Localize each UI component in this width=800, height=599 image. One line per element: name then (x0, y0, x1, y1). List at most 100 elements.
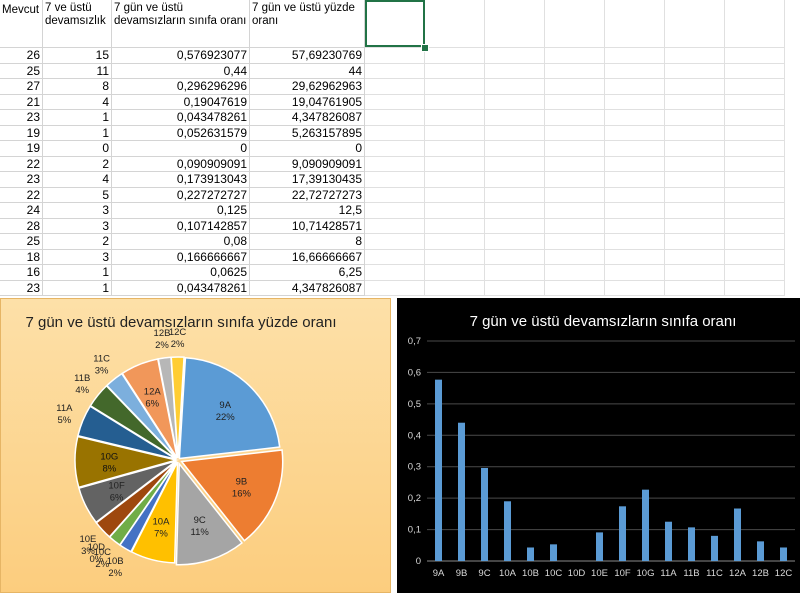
empty-cell[interactable] (485, 218, 545, 234)
table-cell[interactable]: 57,69230769 (250, 48, 365, 64)
empty-cell[interactable] (605, 141, 665, 157)
empty-cell[interactable] (605, 110, 665, 126)
empty-cell[interactable] (545, 187, 605, 203)
empty-cell[interactable] (425, 141, 485, 157)
empty-cell[interactable] (605, 203, 665, 219)
bar-10a[interactable] (504, 501, 511, 561)
empty-cell[interactable] (365, 156, 425, 172)
selected-cell[interactable] (365, 0, 425, 47)
empty-cell[interactable] (725, 0, 785, 48)
empty-cell[interactable] (665, 234, 725, 250)
table-cell[interactable]: 0 (112, 141, 250, 157)
empty-cell[interactable] (605, 63, 665, 79)
empty-cell[interactable] (365, 110, 425, 126)
header-cell[interactable]: Mevcut (0, 0, 43, 48)
empty-cell[interactable] (545, 234, 605, 250)
table-cell[interactable]: 24 (0, 203, 43, 219)
empty-cell[interactable] (425, 280, 485, 296)
table-cell[interactable]: 5,263157895 (250, 125, 365, 141)
empty-cell[interactable] (485, 203, 545, 219)
empty-cell[interactable] (665, 94, 725, 110)
table-cell[interactable]: 0,052631579 (112, 125, 250, 141)
empty-cell[interactable] (665, 280, 725, 296)
empty-cell[interactable] (485, 156, 545, 172)
empty-cell[interactable] (425, 234, 485, 250)
empty-cell[interactable] (485, 280, 545, 296)
table-cell[interactable]: 17,39130435 (250, 172, 365, 188)
empty-cell[interactable] (485, 249, 545, 265)
empty-cell[interactable] (665, 141, 725, 157)
empty-cell[interactable] (425, 0, 485, 48)
table-cell[interactable]: 26 (0, 48, 43, 64)
table-cell[interactable]: 1 (43, 280, 112, 296)
header-cell[interactable]: 7 ve üstü devamsızlık (43, 0, 112, 48)
table-cell[interactable]: 2 (43, 234, 112, 250)
table-cell[interactable]: 8 (43, 79, 112, 95)
table-cell[interactable]: 0 (250, 141, 365, 157)
bar-9c[interactable] (481, 467, 488, 561)
table-cell[interactable]: 0,0625 (112, 265, 250, 281)
table-cell[interactable]: 3 (43, 218, 112, 234)
table-cell[interactable]: 27 (0, 79, 43, 95)
bar-10e[interactable] (596, 532, 603, 561)
empty-cell[interactable] (545, 110, 605, 126)
bar-12c[interactable] (780, 547, 787, 561)
pie-slice-12c[interactable] (170, 356, 185, 459)
table-cell[interactable]: 18 (0, 249, 43, 265)
empty-cell[interactable] (545, 125, 605, 141)
pie-slice-9b[interactable] (180, 449, 284, 542)
empty-cell[interactable] (545, 280, 605, 296)
pie-chart-panel[interactable]: 7 gün ve üstü devamsızların sınıfa yüzde… (0, 298, 391, 593)
table-cell[interactable]: 4 (43, 94, 112, 110)
empty-cell[interactable] (485, 63, 545, 79)
pie-slice-10g[interactable] (74, 435, 179, 489)
bar-9b[interactable] (458, 422, 465, 561)
table-cell[interactable]: 4,347826087 (250, 280, 365, 296)
table-cell[interactable]: 12,5 (250, 203, 365, 219)
empty-cell[interactable] (425, 249, 485, 265)
empty-cell[interactable] (485, 141, 545, 157)
table-cell[interactable]: 19 (0, 125, 43, 141)
empty-cell[interactable] (365, 234, 425, 250)
table-cell[interactable]: 23 (0, 110, 43, 126)
empty-cell[interactable] (425, 110, 485, 126)
empty-cell[interactable] (665, 265, 725, 281)
table-cell[interactable]: 25 (0, 234, 43, 250)
empty-cell[interactable] (545, 79, 605, 95)
empty-cell[interactable] (545, 203, 605, 219)
empty-cell[interactable] (665, 187, 725, 203)
table-cell[interactable]: 3 (43, 203, 112, 219)
empty-cell[interactable] (605, 0, 665, 48)
empty-cell[interactable] (545, 172, 605, 188)
empty-cell[interactable] (545, 0, 605, 48)
empty-cell[interactable] (605, 94, 665, 110)
empty-cell[interactable] (665, 203, 725, 219)
empty-cell[interactable] (545, 265, 605, 281)
empty-cell[interactable] (425, 48, 485, 64)
bar-9a[interactable] (435, 379, 442, 561)
table-cell[interactable]: 23 (0, 280, 43, 296)
pie-slice-9c[interactable] (175, 461, 244, 566)
empty-cell[interactable] (605, 187, 665, 203)
empty-cell[interactable] (365, 187, 425, 203)
pie-slice-10f[interactable] (78, 460, 177, 524)
empty-cell[interactable] (725, 203, 785, 219)
empty-cell[interactable] (485, 234, 545, 250)
table-cell[interactable]: 1 (43, 110, 112, 126)
empty-cell[interactable] (485, 48, 545, 64)
empty-cell[interactable] (365, 280, 425, 296)
empty-cell[interactable] (605, 218, 665, 234)
bar-10g[interactable] (642, 489, 649, 561)
bar-10b[interactable] (527, 547, 534, 561)
empty-cell[interactable] (425, 265, 485, 281)
bar-11a[interactable] (665, 521, 672, 561)
empty-cell[interactable] (545, 63, 605, 79)
table-cell[interactable]: 23 (0, 172, 43, 188)
table-cell[interactable]: 28 (0, 218, 43, 234)
empty-cell[interactable] (725, 94, 785, 110)
empty-cell[interactable] (725, 79, 785, 95)
table-cell[interactable]: 16 (0, 265, 43, 281)
table-cell[interactable]: 0,125 (112, 203, 250, 219)
empty-cell[interactable] (605, 249, 665, 265)
empty-cell[interactable] (545, 94, 605, 110)
